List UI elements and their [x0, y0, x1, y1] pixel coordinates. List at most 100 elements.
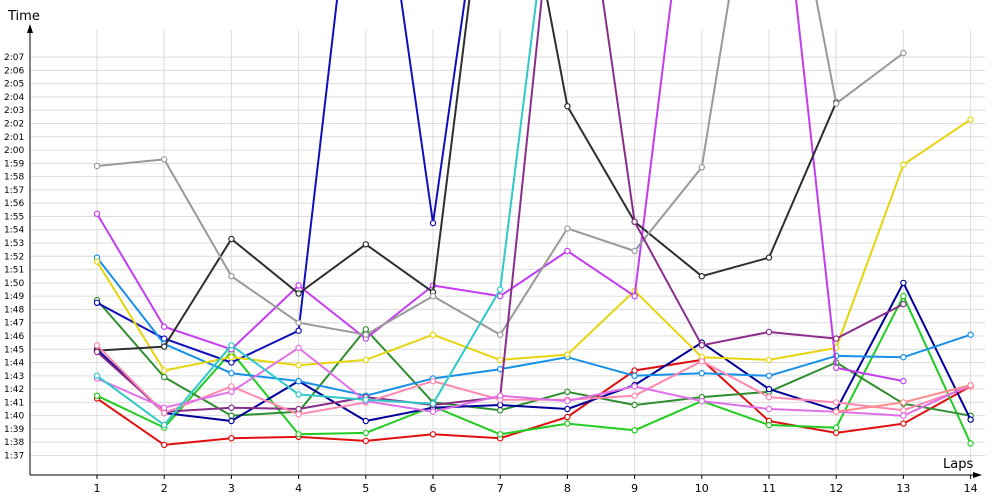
data-point	[93, 392, 101, 399]
data-point	[497, 356, 504, 364]
data-point	[93, 342, 101, 349]
series-line	[96, 0, 673, 351]
data-point	[833, 424, 840, 431]
y-tick-label: 1:49	[4, 292, 24, 302]
series-8	[93, 0, 673, 353]
data-point	[497, 292, 504, 300]
series-line	[96, 281, 972, 422]
y-tick-label: 1:53	[4, 239, 24, 249]
series-9	[795, 0, 907, 385]
data-point	[497, 407, 504, 414]
data-point	[93, 372, 101, 379]
y-tick-label: 2:07	[4, 53, 24, 63]
data-point	[295, 411, 302, 418]
data-point	[160, 343, 168, 350]
data-point	[564, 413, 571, 421]
series-line	[96, 256, 971, 397]
data-point	[295, 290, 302, 297]
data-point	[160, 421, 168, 429]
data-point	[631, 383, 638, 390]
data-point	[765, 372, 773, 379]
data-point	[362, 356, 369, 364]
data-point	[228, 370, 235, 377]
y-tick-label: 1:59	[4, 159, 24, 169]
data-point	[765, 328, 773, 336]
x-tick-label: 3	[228, 482, 235, 495]
data-point	[833, 100, 840, 107]
data-point	[160, 404, 168, 411]
y-tick-label: 1:44	[4, 359, 24, 369]
data-point	[900, 300, 907, 308]
data-point	[900, 354, 907, 361]
data-point	[295, 319, 302, 326]
axes: Time Laps	[7, 9, 982, 478]
data-point	[295, 431, 302, 438]
data-point	[967, 116, 974, 123]
data-point	[698, 370, 706, 377]
data-point	[228, 435, 235, 442]
data-point	[295, 327, 302, 334]
data-point	[967, 416, 974, 423]
x-tick-label: 12	[829, 482, 843, 495]
x-tick-label: 2	[161, 482, 168, 495]
data-point	[295, 405, 302, 413]
x-tick-label: 11	[762, 482, 776, 495]
y-tick-label: 1:46	[4, 332, 24, 342]
data-point	[631, 247, 638, 255]
data-point	[631, 372, 638, 379]
y-tick-label: 2:05	[4, 80, 24, 90]
series-line	[96, 118, 972, 372]
data-point	[497, 286, 504, 293]
y-tick-label: 1:39	[4, 425, 24, 435]
data-point	[631, 218, 638, 225]
data-point	[295, 391, 302, 398]
y-tick-label: 2:03	[4, 106, 24, 116]
x-tick-label: 7	[497, 482, 504, 495]
data-point	[93, 299, 101, 306]
data-point	[362, 429, 369, 437]
series-line	[96, 346, 972, 417]
data-point	[833, 335, 840, 342]
data-point	[295, 344, 302, 352]
data-point	[429, 377, 437, 385]
data-point	[900, 161, 907, 168]
data-point	[765, 393, 773, 401]
data-point	[497, 401, 504, 409]
x-tick-label: 4	[295, 482, 302, 495]
data-point	[765, 405, 773, 413]
x-tick-label: 10	[695, 482, 709, 495]
y-tick-labels: 1:37 1:38 1:39 1:40 1:41 1:42 1:43 1:44 1:45 1:46…	[4, 53, 24, 461]
data-point	[362, 437, 369, 445]
data-point	[631, 292, 638, 300]
x-tick-label: 8	[564, 482, 571, 495]
x-tick-label: 1	[94, 482, 101, 495]
data-point	[900, 420, 907, 427]
data-point	[631, 367, 638, 374]
data-point	[833, 429, 840, 437]
data-point	[564, 388, 571, 395]
data-point	[228, 404, 235, 411]
data-point	[631, 392, 638, 399]
series-6	[93, 254, 974, 399]
x-tick-label: 14	[964, 482, 978, 495]
x-tick-label: 9	[631, 482, 638, 495]
series-line	[96, 0, 838, 352]
y-tick-label: 1:56	[4, 199, 24, 209]
y-tick-label: 1:58	[4, 173, 24, 183]
data-point	[698, 342, 706, 349]
data-point	[698, 397, 706, 405]
series-7	[93, 116, 974, 374]
data-point	[160, 409, 168, 417]
data-point	[698, 358, 706, 365]
data-point	[765, 254, 773, 261]
data-point	[900, 377, 907, 385]
data-point	[765, 356, 773, 364]
data-point	[429, 400, 437, 407]
y-tick-label: 1:40	[4, 412, 24, 422]
data-point	[295, 282, 302, 289]
y-tick-label: 1:48	[4, 305, 24, 315]
data-point	[228, 342, 235, 349]
data-point	[833, 399, 840, 406]
